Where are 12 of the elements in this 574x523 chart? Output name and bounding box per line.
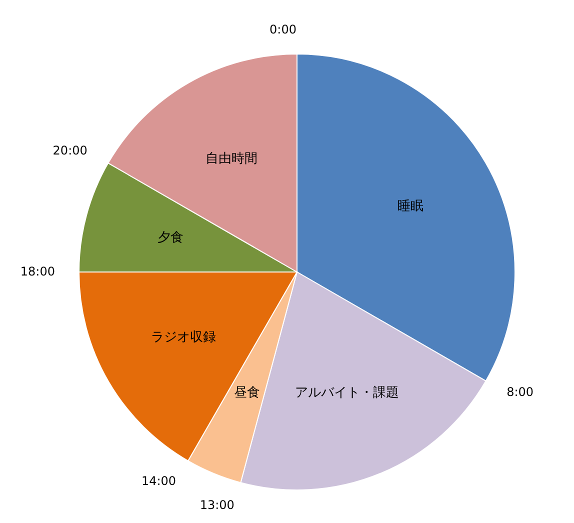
slice-label: 夕食 — [158, 230, 184, 246]
text: 14:00 — [141, 474, 176, 488]
slice-label: 昼食 — [234, 385, 260, 400]
text: 0:00 — [270, 22, 296, 36]
slice-label: 睡眠 — [397, 199, 424, 214]
text: 13:00 — [200, 498, 234, 512]
slice-label: 自由時間 — [206, 151, 258, 166]
text: 18:00 — [20, 264, 55, 278]
slice-label: ラジオ収録 — [151, 330, 216, 345]
text: 20:00 — [52, 143, 88, 158]
text: 8:00 — [506, 385, 534, 400]
slice-label: アルバイト・課題 — [295, 385, 400, 400]
